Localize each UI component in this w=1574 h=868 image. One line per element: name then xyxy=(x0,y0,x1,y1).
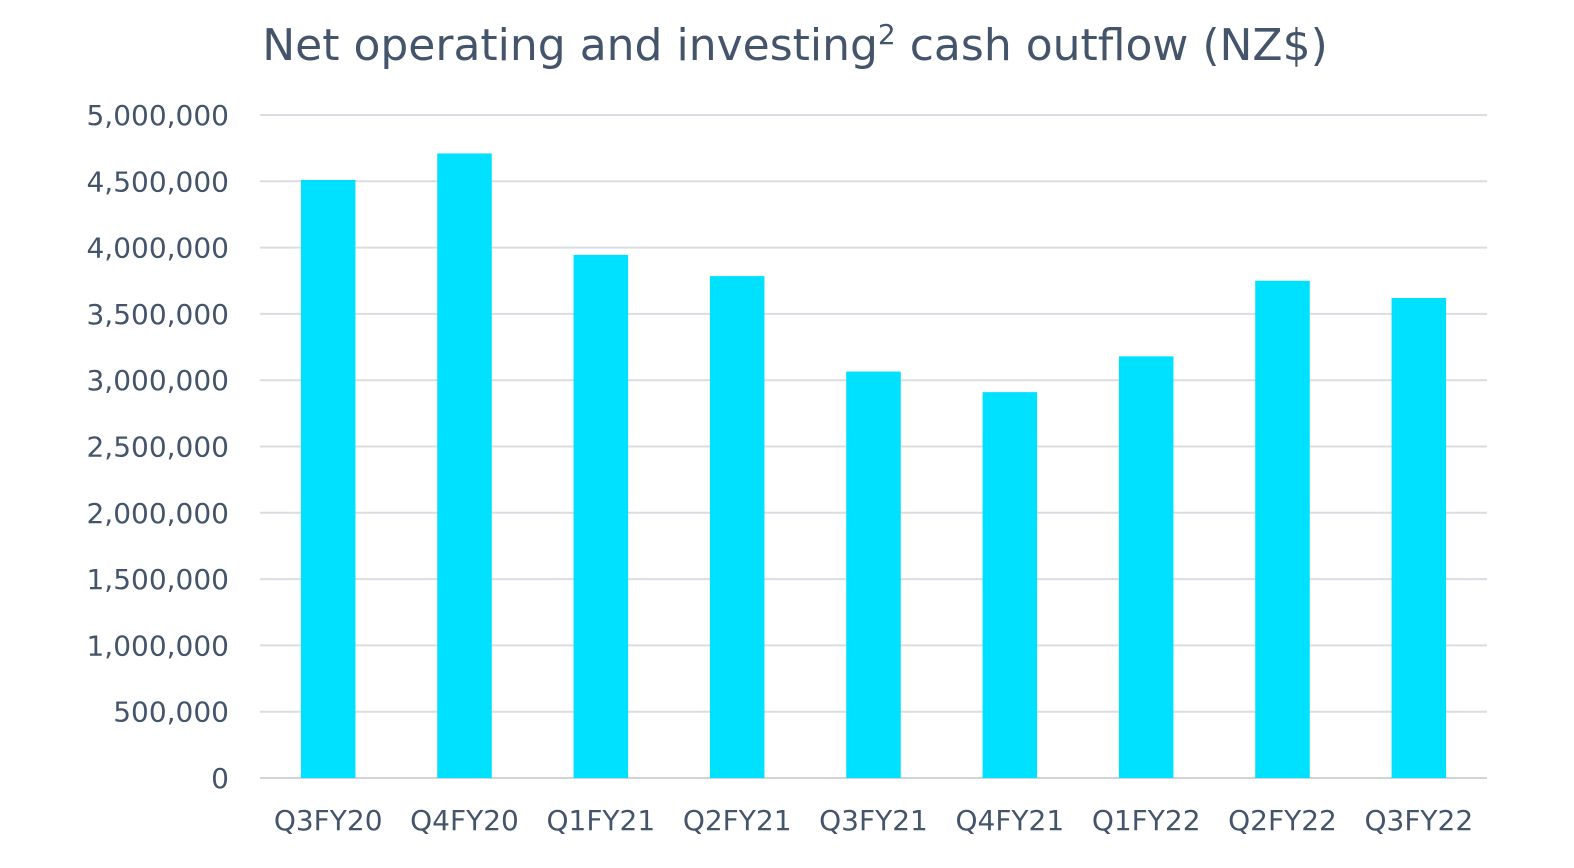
bar-q3fy20 xyxy=(300,179,356,778)
x-tick-label: Q1FY22 xyxy=(1092,804,1201,837)
bars xyxy=(300,153,1447,779)
y-tick-label: 1,000,000 xyxy=(86,629,229,662)
chart-title-main: Net operating and investing xyxy=(262,20,878,71)
x-tick-label: Q2FY22 xyxy=(1228,804,1337,837)
y-tick-label: 1,500,000 xyxy=(86,563,229,596)
bar-q1fy21 xyxy=(573,254,629,778)
bar-q2fy22 xyxy=(1255,280,1310,778)
y-tick-label: 3,000,000 xyxy=(86,364,229,397)
x-tick-label: Q3FY21 xyxy=(819,804,928,837)
bar-q3fy22 xyxy=(1391,297,1447,778)
x-tick-label: Q3FY22 xyxy=(1364,804,1473,837)
bar-q4fy21 xyxy=(982,392,1038,778)
y-tick-label: 4,500,000 xyxy=(86,165,229,198)
x-tick-label: Q4FY20 xyxy=(410,804,519,837)
x-tick-label: Q3FY20 xyxy=(274,804,383,837)
x-tick-label: Q4FY21 xyxy=(955,804,1064,837)
y-tick-label: 500,000 xyxy=(113,696,229,729)
bar-q1fy22 xyxy=(1118,356,1174,778)
bar-q3fy21 xyxy=(846,371,901,778)
chart-title: Net operating and investing2 cash outflo… xyxy=(262,18,1328,71)
bar-q4fy20 xyxy=(437,153,492,779)
x-tick-label: Q1FY21 xyxy=(546,804,655,837)
y-tick-label: 2,500,000 xyxy=(86,431,229,464)
chart-title-superscript: 2 xyxy=(878,18,896,51)
y-tick-label: 3,500,000 xyxy=(86,298,229,331)
y-tick-label: 4,000,000 xyxy=(86,232,229,265)
y-tick-label: 2,000,000 xyxy=(86,497,229,530)
x-axis-tick-labels: Q3FY20 Q4FY20 Q1FY21 Q2FY21 Q3FY21 Q4FY21 Q1FY… xyxy=(274,804,1473,837)
x-tick-label: Q2FY21 xyxy=(683,804,792,837)
y-tick-label: 0 xyxy=(211,762,229,795)
bar-q2fy21 xyxy=(709,276,765,778)
y-axis-tick-labels: 0 500,000 1,000,000 1,500,000 2,000,000 2,500… xyxy=(86,99,229,795)
y-tick-label: 5,000,000 xyxy=(86,99,229,132)
chart-title-rest: cash outflow (NZ$) xyxy=(896,20,1328,71)
